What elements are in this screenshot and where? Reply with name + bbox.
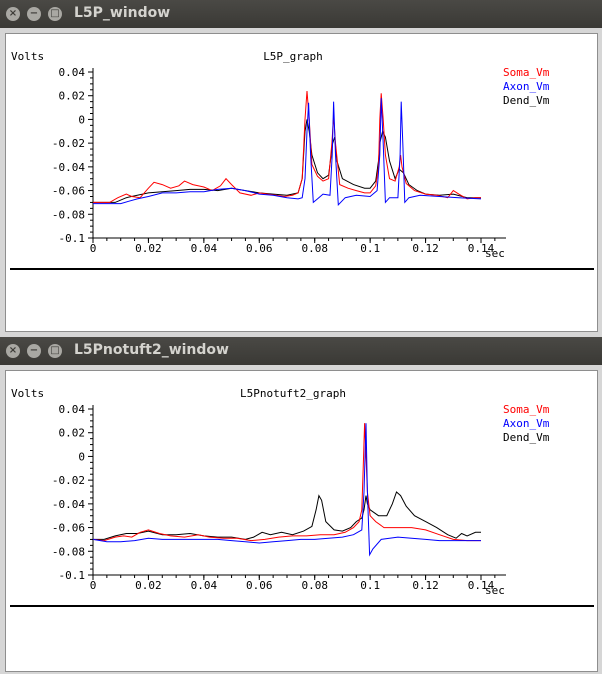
- y-tick-label: 0.02: [59, 90, 86, 103]
- x-tick-label: 0.04: [191, 579, 218, 592]
- series-line-dend-vm: [93, 119, 481, 203]
- close-icon[interactable]: ×: [6, 344, 20, 358]
- minimize-icon[interactable]: −: [27, 7, 41, 21]
- y-tick-label: -0.1: [59, 569, 86, 582]
- y-tick-label: -0.1: [59, 232, 86, 245]
- y-tick-label: 0.04: [59, 66, 86, 79]
- y-tick-label: 0.02: [59, 427, 86, 440]
- legend-dend-vm[interactable]: Dend_Vm: [503, 94, 550, 107]
- x-tick-label: 0.04: [191, 242, 218, 255]
- l5p-graph: L5P_graph Volts sec 0.04 0.02 0 -0.02 -0.04 -0.0…: [11, 50, 550, 260]
- l5p-window: × − □ L5P_window L5P_graph Volts sec 0.04 0.…: [0, 0, 602, 337]
- legend-dend-vm[interactable]: Dend_Vm: [503, 431, 550, 444]
- x-tick-label: 0.08: [301, 242, 328, 255]
- l5pnotuft2-window: × − □ L5Pnotuft2_window L5Pnotuft2_graph…: [0, 337, 602, 674]
- y-tick-label: -0.06: [52, 522, 85, 535]
- graph-divider: [10, 605, 594, 607]
- y-tick-label: 0: [78, 450, 85, 463]
- y-axis-label: Volts: [11, 50, 44, 63]
- x-tick-label: 0: [90, 242, 97, 255]
- window-titlebar[interactable]: × − □ L5P_window: [0, 0, 602, 28]
- series-line-soma-vm: [92, 423, 481, 542]
- x-tick-label: 0.06: [246, 579, 273, 592]
- chart-title: L5P_graph: [263, 50, 323, 63]
- legend-axon-vm[interactable]: Axon_Vm: [503, 80, 550, 93]
- series-line-soma-vm: [93, 90, 481, 203]
- x-tick-label: 0: [90, 579, 97, 592]
- y-tick-label: -0.06: [52, 185, 85, 198]
- x-tick-label: 0.14: [468, 242, 495, 255]
- maximize-icon[interactable]: □: [48, 7, 62, 21]
- window-title: L5P_window: [74, 5, 171, 21]
- maximize-icon[interactable]: □: [48, 344, 62, 358]
- y-tick-label: -0.04: [52, 498, 85, 511]
- y-tick-label: -0.04: [52, 161, 85, 174]
- graph-panel: L5P_graph Volts sec 0.04 0.02 0 -0.02 -0.04 -0.0…: [5, 33, 598, 332]
- graph-divider: [10, 268, 594, 270]
- y-tick-label: -0.02: [52, 137, 85, 150]
- series-line-axon-vm: [93, 98, 482, 206]
- graph-panel: L5Pnotuft2_graph Volts sec 0.04 0.02 0 -0.02 -0…: [5, 370, 598, 672]
- legend-soma-vm[interactable]: Soma_Vm: [503, 66, 550, 79]
- x-tick-label: 0.1: [360, 579, 380, 592]
- y-tick-label: -0.08: [52, 545, 85, 558]
- y-tick-label: -0.02: [52, 474, 85, 487]
- x-tick-label: 0.02: [135, 579, 162, 592]
- close-icon[interactable]: ×: [6, 7, 20, 21]
- x-tick-label: 0.1: [360, 242, 380, 255]
- x-tick-label: 0.12: [412, 242, 439, 255]
- x-tick-label: 0.02: [135, 242, 162, 255]
- x-axis-label: sec: [485, 584, 505, 597]
- chart-title: L5Pnotuft2_graph: [240, 387, 346, 400]
- y-tick-label: 0: [78, 113, 85, 126]
- x-tick-label: 0.08: [301, 579, 328, 592]
- y-tick-label: 0.04: [59, 403, 86, 416]
- series-line-dend-vm: [93, 491, 481, 540]
- window-titlebar[interactable]: × − □ L5Pnotuft2_window: [0, 337, 602, 365]
- x-axis-label: sec: [485, 247, 505, 260]
- window-title: L5Pnotuft2_window: [74, 342, 229, 358]
- y-tick-label: -0.08: [52, 208, 85, 221]
- x-tick-label: 0.12: [412, 579, 439, 592]
- legend-soma-vm[interactable]: Soma_Vm: [503, 403, 550, 416]
- y-axis-label: Volts: [11, 387, 44, 400]
- minimize-icon[interactable]: −: [27, 344, 41, 358]
- legend-axon-vm[interactable]: Axon_Vm: [503, 417, 550, 430]
- l5pnotuft2-graph: L5Pnotuft2_graph Volts sec 0.04 0.02 0 -0.02 -0…: [11, 387, 550, 597]
- series-line-axon-vm: [92, 423, 481, 557]
- x-tick-label: 0.06: [246, 242, 273, 255]
- x-tick-label: 0.14: [468, 579, 495, 592]
